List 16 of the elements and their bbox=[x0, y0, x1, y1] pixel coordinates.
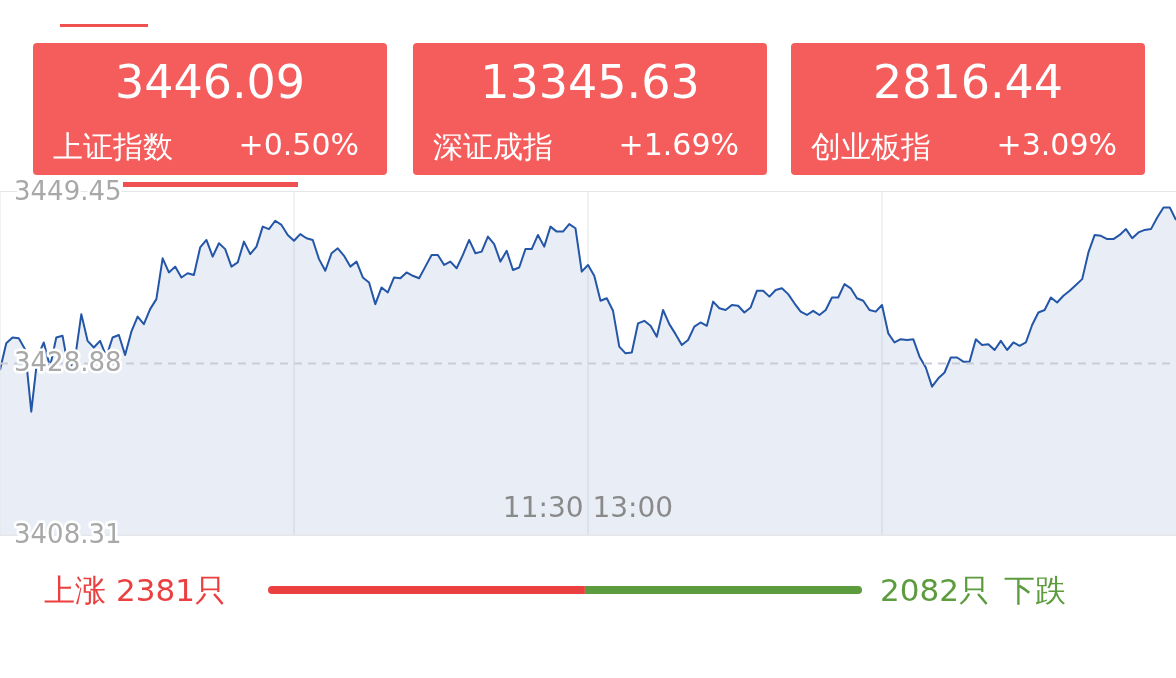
data-label: 2082只 bbox=[880, 572, 990, 608]
text: 下跌 bbox=[1003, 572, 1066, 608]
text: +3.09% bbox=[996, 127, 1117, 162]
y-tick-label: 3449.45 bbox=[14, 175, 122, 206]
text: 2816.44 bbox=[871, 55, 1065, 109]
y-tick-label: 3408.31 bbox=[14, 518, 122, 549]
text: 深证成指 bbox=[433, 128, 553, 166]
data-label: 2381只 bbox=[116, 572, 226, 608]
annotation: 11:30 13:00 bbox=[502, 491, 674, 524]
text: 创业板指 bbox=[811, 128, 931, 166]
text: 上证指数 bbox=[53, 128, 173, 166]
text: +1.69% bbox=[618, 127, 739, 162]
text: 13345.63 bbox=[479, 55, 701, 109]
text: 3446.09 bbox=[113, 55, 307, 109]
text: +0.50% bbox=[238, 127, 359, 162]
text: 上涨 bbox=[44, 572, 106, 608]
